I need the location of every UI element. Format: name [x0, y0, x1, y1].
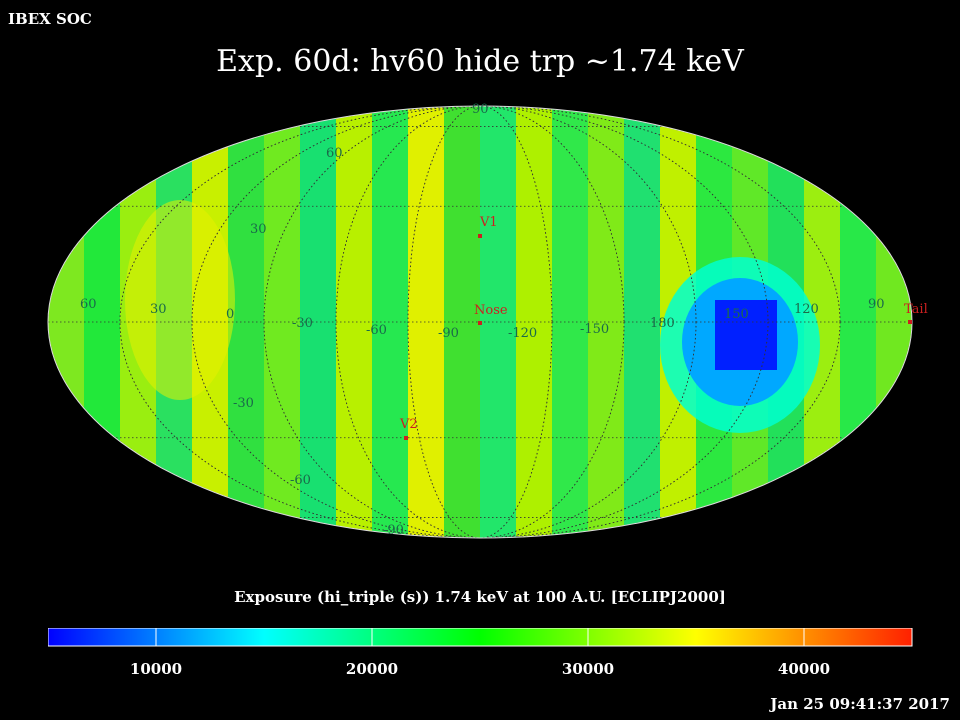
longitude-label: 90 [868, 297, 885, 312]
latitude-label: 30 [250, 222, 267, 237]
longitude-label: 0 [226, 307, 234, 322]
exposure-band [408, 106, 445, 538]
longitude-label: -60 [366, 323, 387, 338]
exposure-band [516, 106, 553, 538]
longitude-label: -150 [580, 322, 609, 337]
colorbar-tick-label: 30000 [561, 660, 615, 678]
exposure-band [552, 106, 589, 538]
colorbar-tick-label: 10000 [129, 660, 183, 678]
marker-label: Nose [474, 303, 508, 318]
map-title: Exp. 60d: hv60 hide trp ~1.74 keV [216, 44, 744, 79]
longitude-label: 60 [80, 297, 97, 312]
marker-label: Tail [904, 302, 928, 317]
marker-point [908, 320, 912, 324]
latitude-label: -90 [383, 523, 404, 538]
marker-label: V1 [479, 215, 498, 230]
longitude-label: 120 [794, 302, 819, 317]
exposure-band [336, 106, 373, 538]
marker-point [404, 436, 408, 440]
longitude-label: 150 [724, 307, 749, 322]
longitude-label: 30 [150, 302, 167, 317]
exposure-band [264, 106, 301, 538]
latitude-label: 90 [472, 102, 489, 117]
colorbar-gradient [48, 628, 913, 647]
longitude-label: -90 [438, 326, 459, 341]
longitude-label: 180 [650, 316, 675, 331]
exposure-band [624, 106, 661, 538]
longitude-label: -30 [292, 316, 313, 331]
colorbar-caption: Exposure (hi_triple (s)) 1.74 keV at 100… [234, 588, 726, 606]
exposure-band [444, 106, 481, 538]
timestamp: Jan 25 09:41:37 2017 [770, 695, 950, 713]
colorbar [48, 628, 913, 647]
soc-label: IBEX SOC [8, 10, 92, 28]
longitude-label: -120 [508, 326, 537, 341]
marker-label: V2 [399, 417, 418, 432]
colorbar-tick-label: 20000 [345, 660, 399, 678]
exposure-band [480, 106, 517, 538]
marker-point [478, 321, 482, 325]
exposure-band [372, 106, 409, 538]
exposure-band [588, 106, 625, 538]
latitude-label: -60 [290, 473, 311, 488]
high-exposure-region [125, 200, 235, 400]
exposure-band [228, 106, 265, 538]
latitude-label: 60 [326, 146, 343, 161]
latitude-label: -30 [233, 396, 254, 411]
low-exposure-region [715, 300, 777, 370]
colorbar-tick-label: 40000 [777, 660, 831, 678]
marker-point [478, 234, 482, 238]
exposure-band [300, 106, 337, 538]
